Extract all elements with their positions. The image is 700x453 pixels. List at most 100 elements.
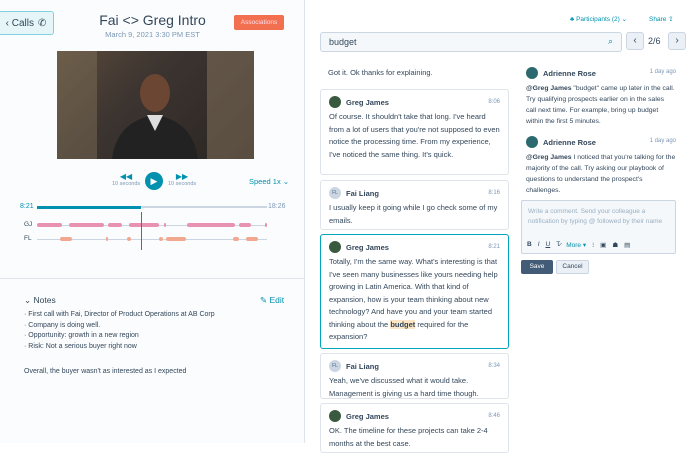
progress-track[interactable] <box>37 205 267 209</box>
speech-segment[interactable] <box>158 237 164 241</box>
message-text-before: Totally, I'm the same way. What's intere… <box>329 257 498 329</box>
note-item: · First call with Fai, Director of Produ… <box>24 311 215 318</box>
image-icon[interactable]: ▣ <box>600 242 607 249</box>
progress-fill <box>37 205 142 209</box>
message-text: Totally, I'm the same way. What's intere… <box>329 256 500 344</box>
link-icon[interactable]: ⁝ <box>592 242 595 249</box>
speech-segment[interactable] <box>129 223 159 227</box>
play-icon: ▶ <box>150 176 158 186</box>
speech-segment[interactable] <box>163 223 166 227</box>
speaker-lane-label: GJ <box>24 221 33 228</box>
comment-text: @Greg James I noticed that you're talkin… <box>526 152 676 196</box>
speaker-name: Greg James <box>346 97 389 107</box>
speech-segment[interactable] <box>264 223 267 227</box>
speech-segment[interactable] <box>232 237 240 241</box>
back-to-calls-button[interactable]: ‹ Calls ✆ <box>0 11 54 35</box>
comment-time: 1 day ago <box>649 69 676 75</box>
comment: Adrienne Rose 1 day ago @Greg James "budge… <box>526 67 676 127</box>
message-time[interactable]: 8:21 <box>488 244 500 250</box>
share-label: Share <box>649 16 667 23</box>
speech-segment[interactable] <box>108 223 123 227</box>
speed-dropdown[interactable]: Speed 1x ⌄ <box>249 177 290 186</box>
speech-segment[interactable] <box>106 237 109 241</box>
avatar: FL <box>329 187 341 199</box>
underline-icon[interactable]: U <box>545 241 551 248</box>
save-button[interactable]: Save <box>521 260 553 274</box>
speech-segment[interactable] <box>239 223 251 227</box>
forward-icon: ▶▶ <box>175 172 189 181</box>
comment-body: "budget" came up later in the call. Try … <box>526 85 675 125</box>
clear-format-icon[interactable]: T̷ <box>556 241 561 248</box>
message-time[interactable]: 8:06 <box>488 99 500 105</box>
message-text: Yeah, we've discussed what it would take… <box>329 376 479 398</box>
transcript-message-active: Greg James 8:21 Totally, I'm the same way.… <box>320 234 509 349</box>
note-item: · Risk: Not a serious buyer right now <box>24 342 137 350</box>
back-label: ‹ Calls <box>5 17 34 29</box>
speaker-lane-label: FL <box>24 235 32 242</box>
avatar <box>329 410 341 422</box>
speaker-name: Greg James <box>346 242 389 252</box>
message-time[interactable]: 8:16 <box>488 190 500 196</box>
message-text-after: required for the expansion? <box>329 319 469 342</box>
play-button[interactable]: ▶ <box>145 172 163 190</box>
next-match-button[interactable]: › <box>668 32 686 50</box>
avatar <box>526 67 538 79</box>
participants-dropdown[interactable]: ♣ Participants (2) ⌄ <box>570 15 627 23</box>
video-player[interactable] <box>57 51 254 159</box>
note-item: · Company is doing well. <box>24 321 101 329</box>
note-item: · Opportunity: growth in a new region <box>24 332 139 339</box>
rewind-button[interactable]: ◀◀ 10 seconds <box>112 172 140 187</box>
forward-button[interactable]: ▶▶ 10 seconds <box>168 172 196 187</box>
participants-icon: ♣ <box>570 16 575 23</box>
share-button[interactable]: Share ⇪ <box>649 15 674 23</box>
transcript-message: FL Fai Liang 8:34 Yeah, we've discussed wha… <box>320 353 509 399</box>
call-datetime: March 9, 2021 3:30 PM EST <box>105 30 200 39</box>
message-time[interactable]: 8:34 <box>488 363 500 369</box>
speech-segment[interactable] <box>165 237 187 241</box>
snippet-icon[interactable]: ▤ <box>624 242 631 249</box>
match-count: 2/6 <box>648 36 661 46</box>
speech-segment[interactable] <box>37 223 63 227</box>
notes-section: ⌄ Notes ✎ Edit · First call with Fai, Di… <box>0 278 305 375</box>
comment-text: @Greg James "budget" came up later in th… <box>526 83 676 127</box>
message-time[interactable]: 8:46 <box>488 413 500 419</box>
rewind-label: 10 seconds <box>112 181 141 187</box>
speech-segment[interactable] <box>60 237 72 241</box>
previous-match-button[interactable]: ‹ <box>626 32 644 50</box>
speech-segment[interactable] <box>186 223 235 227</box>
comment-body: I noticed that you're talking for the ma… <box>526 154 676 194</box>
transcript-search-input[interactable]: budget ⌕ <box>320 32 622 52</box>
notes-list: · First call with Fai, Director of Produ… <box>24 310 215 352</box>
cancel-button[interactable]: Cancel <box>556 260 589 274</box>
chevron-right-icon: › <box>675 35 679 46</box>
speech-segment[interactable] <box>69 223 104 227</box>
video-frame-person <box>57 51 254 159</box>
comment-author: Adrienne Rose <box>543 137 596 147</box>
pencil-icon: ✎ <box>260 295 268 305</box>
format-toolbar: B I U T̷ More ▾ ⁝ ▣ ☗ ▤ <box>527 241 630 249</box>
speech-segment[interactable] <box>246 237 258 241</box>
video-icon[interactable]: ☗ <box>612 242 619 249</box>
avatar <box>526 136 538 148</box>
comment: Adrienne Rose 1 day ago @Greg James I noti… <box>526 136 676 196</box>
playhead[interactable] <box>141 212 143 250</box>
speaker-lane[interactable] <box>37 239 267 240</box>
associations-button[interactable]: Associations <box>234 15 284 30</box>
message-text: I usually keep it going while I go check… <box>329 203 498 225</box>
speaker-name: Fai Liang <box>346 188 379 198</box>
transcript-message: Greg James 8:46 OK. The timeline for these… <box>320 403 509 453</box>
forward-label: 10 seconds <box>168 181 197 187</box>
more-dropdown[interactable]: More ▾ <box>566 242 587 249</box>
mention[interactable]: @Greg James <box>526 85 572 92</box>
bold-icon[interactable]: B <box>527 241 532 248</box>
speaker-name: Greg James <box>346 411 389 421</box>
italic-icon[interactable]: I <box>537 241 540 248</box>
call-title: Fai <> Greg Intro <box>99 12 206 28</box>
edit-label: Edit <box>269 295 285 305</box>
comment-input[interactable]: Write a comment. Send your colleague a n… <box>521 200 676 254</box>
mention[interactable]: @Greg James <box>526 154 572 161</box>
search-icon: ⌕ <box>607 36 613 46</box>
notes-header[interactable]: ⌄ Notes <box>24 295 56 305</box>
edit-notes-button[interactable]: ✎ Edit <box>260 295 284 306</box>
speech-segment[interactable] <box>126 237 132 241</box>
